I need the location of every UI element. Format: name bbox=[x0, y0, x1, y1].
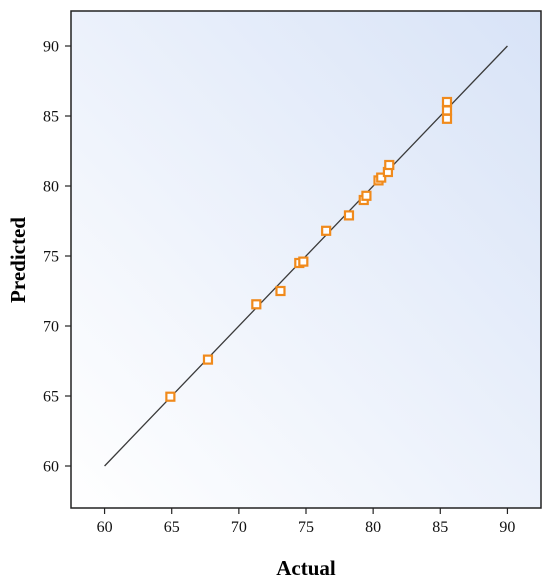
data-point bbox=[361, 190, 372, 201]
data-point bbox=[165, 391, 176, 402]
data-point bbox=[441, 113, 453, 124]
data-point bbox=[251, 299, 262, 310]
x-tick-label: 70 bbox=[231, 519, 247, 536]
data-point bbox=[343, 210, 355, 221]
x-tick-label: 65 bbox=[164, 519, 180, 536]
data-point bbox=[441, 96, 453, 108]
y-tick-label: 70 bbox=[43, 319, 59, 336]
y-tick-label: 80 bbox=[43, 179, 59, 196]
x-tick-label: 75 bbox=[298, 519, 314, 536]
y-tick-label: 60 bbox=[43, 459, 59, 476]
x-tick-label: 90 bbox=[499, 519, 515, 536]
x-tick-label: 60 bbox=[97, 519, 113, 536]
data-point bbox=[202, 354, 214, 365]
data-point bbox=[384, 159, 395, 171]
y-tick-label: 85 bbox=[43, 109, 59, 126]
y-axis-title: Predicted bbox=[6, 217, 30, 303]
x-tick-label: 80 bbox=[365, 519, 381, 536]
data-points bbox=[165, 96, 453, 402]
data-point bbox=[298, 256, 309, 267]
x-tick-label: 85 bbox=[432, 519, 448, 536]
x-axis: 60 65 70 75 80 85 90 bbox=[97, 508, 515, 536]
data-point bbox=[441, 105, 453, 116]
data-point bbox=[275, 285, 286, 297]
data-point bbox=[376, 172, 387, 183]
data-point bbox=[321, 225, 332, 236]
y-axis: 60 65 70 75 80 85 90 bbox=[43, 39, 71, 476]
y-tick-label: 75 bbox=[43, 249, 59, 266]
y-tick-label: 65 bbox=[43, 389, 59, 406]
y-tick-label: 90 bbox=[43, 39, 59, 56]
x-axis-title: Actual bbox=[276, 556, 336, 580]
